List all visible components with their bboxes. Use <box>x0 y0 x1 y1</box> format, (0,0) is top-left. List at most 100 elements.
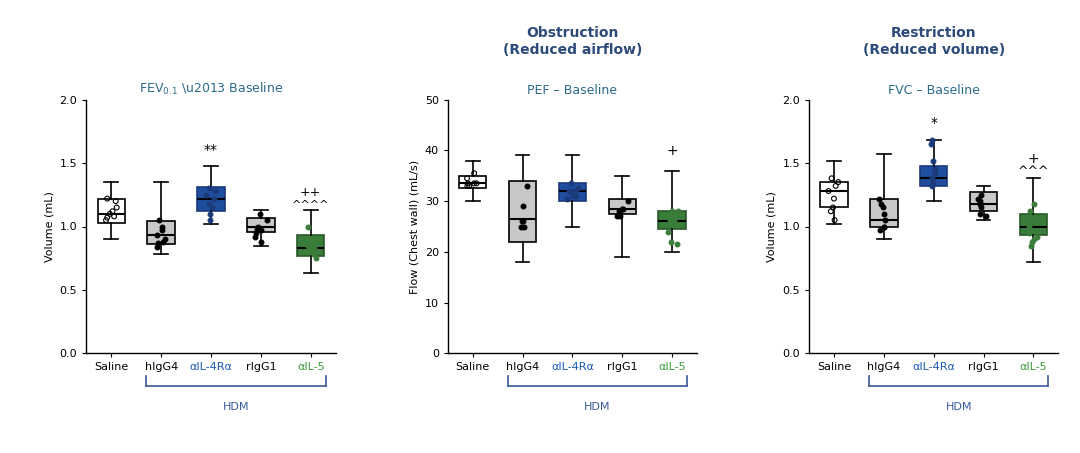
Point <box>613 205 631 212</box>
Point <box>977 213 995 220</box>
Point <box>924 157 942 164</box>
Point <box>98 195 116 202</box>
Point <box>306 251 323 258</box>
Title: PEF – Baseline: PEF – Baseline <box>527 84 618 97</box>
PathPatch shape <box>509 181 537 242</box>
Point <box>1023 238 1040 246</box>
Point <box>927 169 944 177</box>
Point <box>253 226 270 234</box>
Point <box>924 178 942 186</box>
Point <box>667 241 685 248</box>
Point <box>201 200 218 207</box>
Point <box>1025 236 1042 243</box>
Point <box>923 137 941 144</box>
Point <box>619 198 636 205</box>
Point <box>922 140 940 148</box>
Point <box>829 178 847 186</box>
Point <box>826 217 843 224</box>
Point <box>247 229 265 236</box>
Point <box>665 218 683 225</box>
Point <box>1022 207 1039 215</box>
Point <box>822 207 839 215</box>
PathPatch shape <box>297 236 324 255</box>
Point <box>299 242 316 249</box>
Point <box>613 205 631 212</box>
Point <box>252 210 269 217</box>
Point <box>206 188 224 195</box>
Point <box>153 226 171 234</box>
Text: Obstruction
(Reduced airflow): Obstruction (Reduced airflow) <box>502 26 643 57</box>
Point <box>609 213 626 220</box>
Point <box>153 223 171 230</box>
Point <box>662 238 679 246</box>
Point <box>465 180 483 187</box>
Point <box>824 204 841 211</box>
PathPatch shape <box>459 176 486 188</box>
Point <box>108 204 125 211</box>
Point <box>297 238 314 246</box>
Point <box>201 210 218 217</box>
PathPatch shape <box>148 222 175 244</box>
Text: HDM: HDM <box>945 401 972 411</box>
Text: HDM: HDM <box>222 401 249 411</box>
Point <box>926 166 943 173</box>
Y-axis label: Volume (mL): Volume (mL) <box>44 191 54 262</box>
Point <box>102 210 119 217</box>
Point <box>567 193 584 200</box>
Point <box>827 182 845 189</box>
Point <box>972 204 989 211</box>
Y-axis label: Flow (Chest wall) (mL/s): Flow (Chest wall) (mL/s) <box>409 159 419 294</box>
Text: ++: ++ <box>300 186 322 198</box>
Point <box>150 217 167 224</box>
Text: HDM: HDM <box>584 401 610 411</box>
Point <box>460 182 477 189</box>
Point <box>667 220 685 227</box>
Point <box>204 204 221 211</box>
Point <box>107 198 124 205</box>
Point <box>515 218 532 225</box>
Point <box>875 210 892 217</box>
Point <box>869 195 887 202</box>
Point <box>303 248 321 255</box>
Point <box>154 238 172 246</box>
PathPatch shape <box>870 198 897 226</box>
Point <box>201 217 218 224</box>
PathPatch shape <box>821 182 848 207</box>
Point <box>249 223 267 230</box>
PathPatch shape <box>659 211 686 229</box>
Point <box>611 213 629 220</box>
Point <box>876 217 893 224</box>
Point <box>872 226 889 234</box>
PathPatch shape <box>920 166 947 186</box>
Point <box>1022 242 1039 249</box>
Point <box>468 180 485 187</box>
Point <box>971 198 988 205</box>
Point <box>973 191 990 198</box>
Point <box>98 214 116 221</box>
Point <box>148 232 165 239</box>
Point <box>561 188 578 195</box>
Point <box>610 207 627 215</box>
Point <box>459 182 476 189</box>
Point <box>562 180 579 187</box>
Text: Restriction
(Reduced volume): Restriction (Reduced volume) <box>863 26 1004 57</box>
Point <box>515 223 532 230</box>
Point <box>661 213 678 220</box>
Point <box>662 218 679 225</box>
Point <box>148 243 165 251</box>
Point <box>518 182 536 189</box>
Point <box>198 191 215 198</box>
Point <box>205 195 222 202</box>
Point <box>258 217 275 224</box>
Point <box>149 239 166 246</box>
Point <box>252 238 269 246</box>
Title: FEV$_{0.1}$ \u2013 Baseline: FEV$_{0.1}$ \u2013 Baseline <box>139 81 283 97</box>
Point <box>1027 217 1044 224</box>
Point <box>512 223 529 230</box>
Text: +: + <box>666 144 678 158</box>
Point <box>513 218 530 225</box>
Text: +: + <box>1028 152 1039 166</box>
Point <box>104 207 121 215</box>
Point <box>923 175 941 182</box>
Point <box>1026 200 1043 207</box>
